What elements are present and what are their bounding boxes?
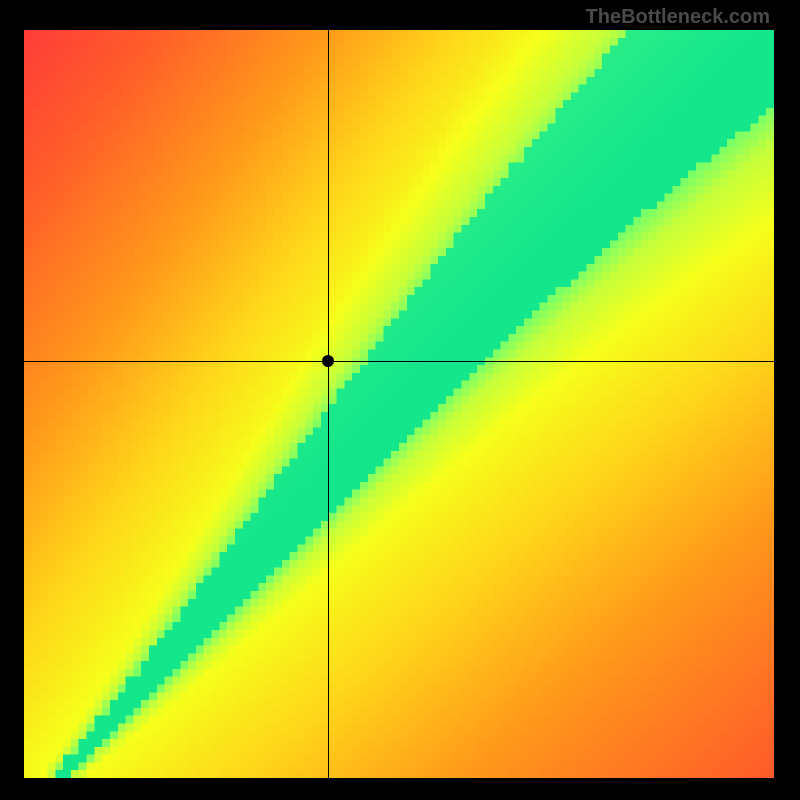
- crosshair-horizontal: [24, 361, 774, 362]
- watermark-text: TheBottleneck.com: [586, 6, 770, 29]
- marker-point: [322, 355, 334, 367]
- chart-container: TheBottleneck.com: [0, 0, 800, 800]
- heatmap-plot: [24, 30, 774, 778]
- heatmap-canvas: [24, 30, 774, 778]
- crosshair-vertical: [328, 30, 329, 778]
